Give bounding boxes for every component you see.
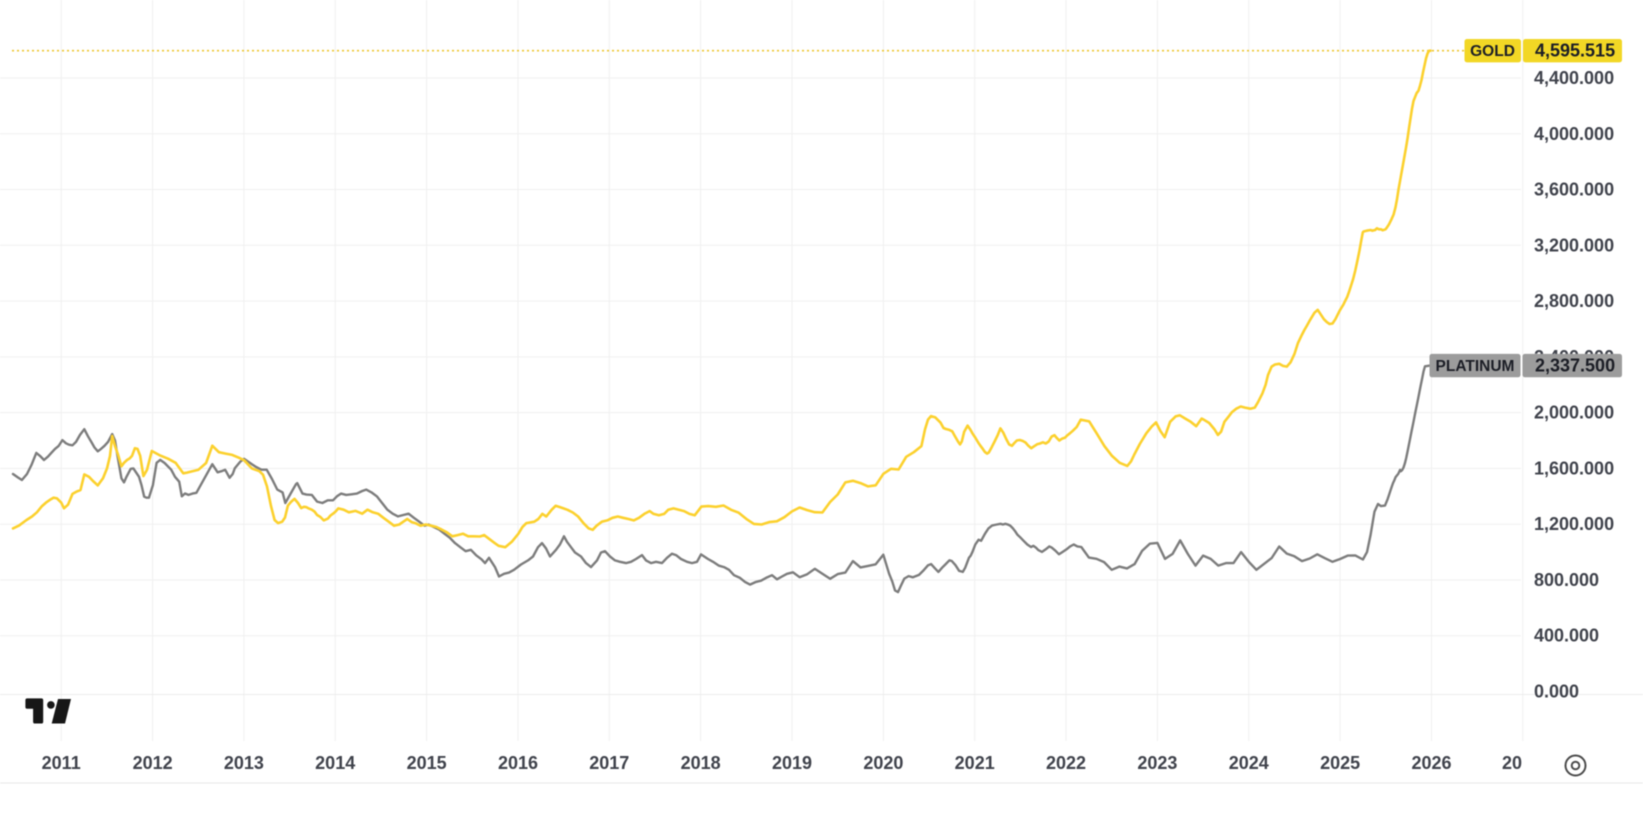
svg-text:2020: 2020 [863, 753, 903, 773]
svg-text:0.000: 0.000 [1534, 682, 1579, 702]
svg-text:2012: 2012 [133, 753, 173, 773]
svg-text:3,200.000: 3,200.000 [1534, 235, 1614, 255]
svg-text:2015: 2015 [407, 753, 447, 773]
svg-text:2023: 2023 [1137, 753, 1177, 773]
svg-text:4,000.000: 4,000.000 [1534, 124, 1614, 144]
svg-text:4,595.515: 4,595.515 [1535, 41, 1615, 61]
svg-text:3,600.000: 3,600.000 [1534, 180, 1614, 200]
svg-text:2016: 2016 [498, 753, 538, 773]
svg-text:1,200.000: 1,200.000 [1534, 514, 1614, 534]
svg-text:4,400.000: 4,400.000 [1534, 68, 1614, 88]
svg-text:2011: 2011 [42, 753, 81, 773]
svg-text:2,337.500: 2,337.500 [1535, 356, 1615, 376]
svg-text:2021: 2021 [955, 753, 995, 773]
svg-text:2018: 2018 [681, 753, 721, 773]
svg-text:1,600.000: 1,600.000 [1534, 458, 1614, 478]
svg-text:2013: 2013 [224, 753, 264, 773]
svg-text:2025: 2025 [1320, 753, 1360, 773]
svg-text:800.000: 800.000 [1534, 570, 1599, 590]
svg-text:2022: 2022 [1046, 753, 1086, 773]
svg-text:400.000: 400.000 [1534, 626, 1599, 646]
svg-text:2019: 2019 [772, 753, 812, 773]
svg-text:GOLD: GOLD [1470, 43, 1515, 60]
svg-text:20: 20 [1502, 753, 1522, 773]
svg-text:2,000.000: 2,000.000 [1534, 403, 1614, 423]
svg-text:PLATINUM: PLATINUM [1436, 358, 1515, 375]
svg-text:2017: 2017 [589, 753, 629, 773]
svg-text:2024: 2024 [1229, 753, 1269, 773]
svg-text:2026: 2026 [1411, 753, 1451, 773]
svg-text:2014: 2014 [315, 753, 355, 773]
svg-text:2,800.000: 2,800.000 [1534, 291, 1614, 311]
